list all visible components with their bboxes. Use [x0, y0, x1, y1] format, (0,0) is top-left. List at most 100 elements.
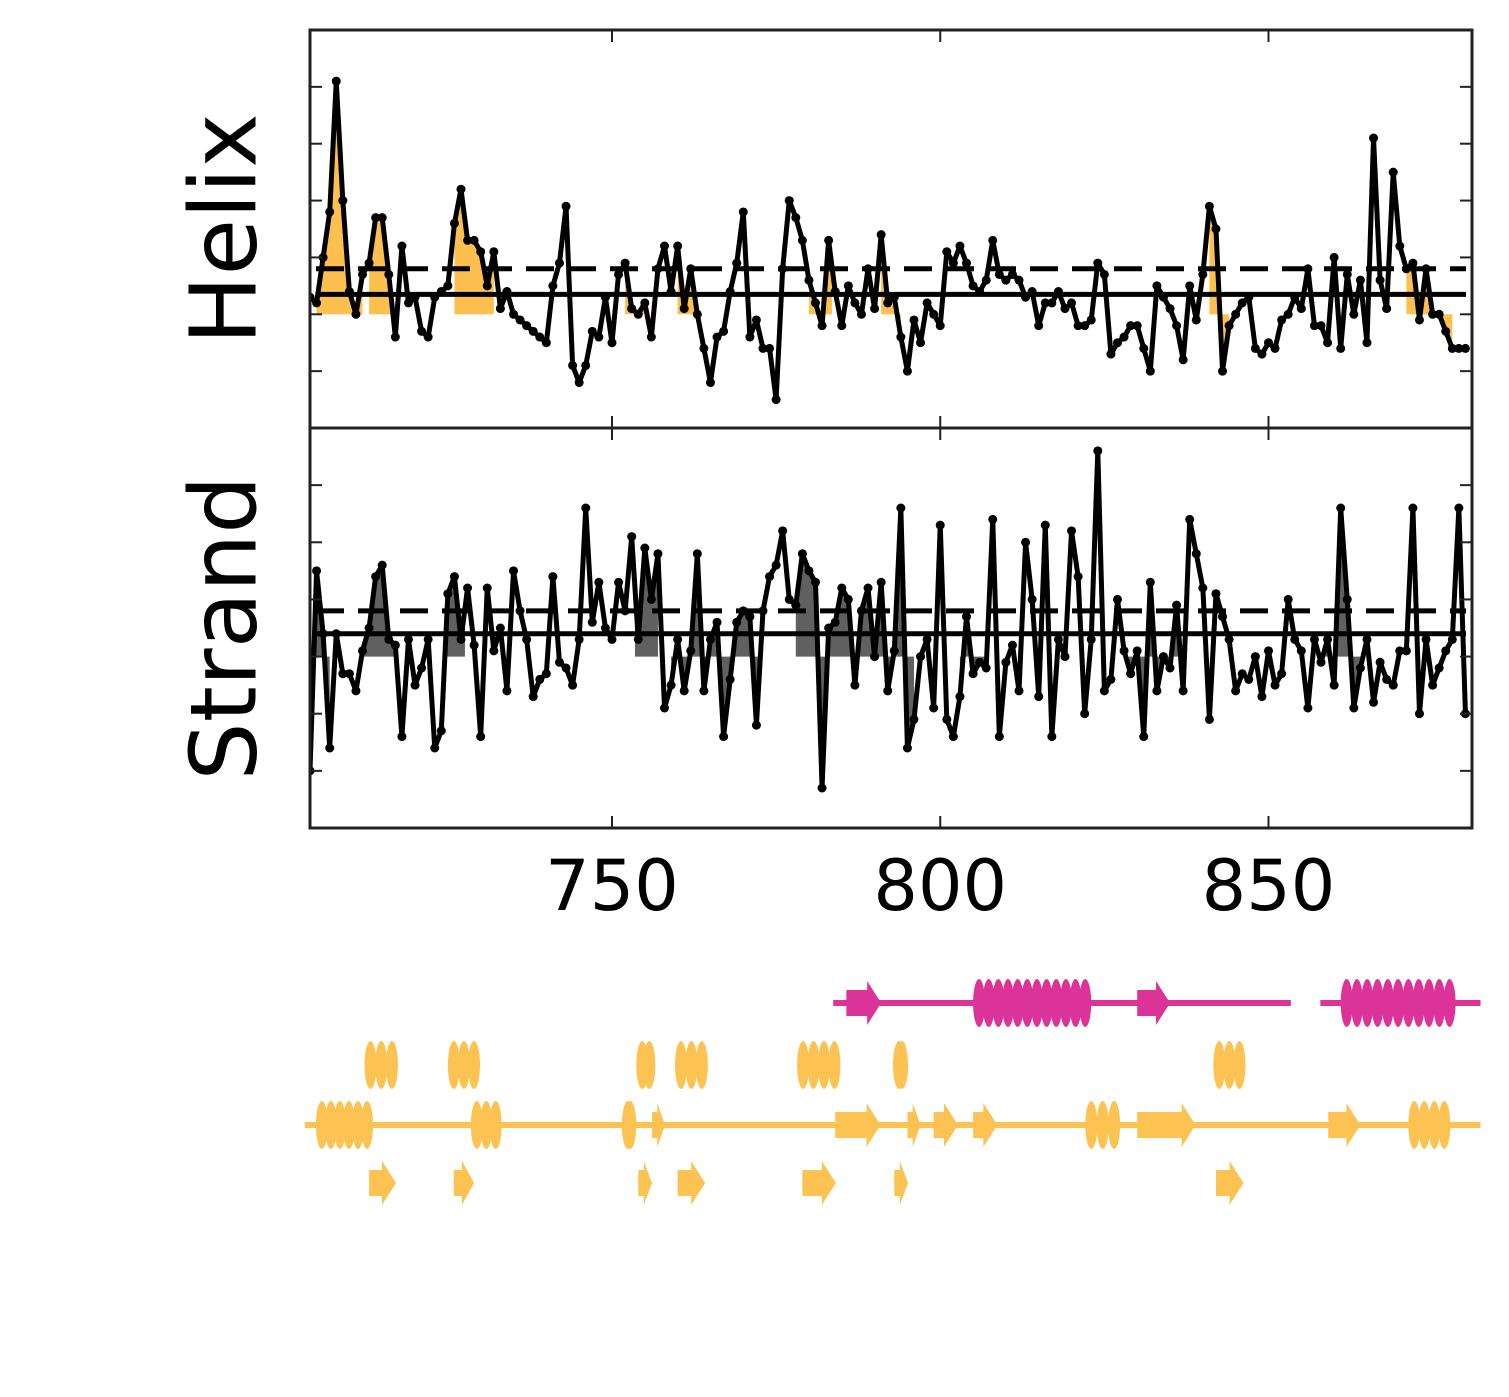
data-point [686, 646, 696, 656]
helix-turn [828, 1041, 841, 1089]
data-point [856, 309, 866, 319]
y-axis-label: Strand [170, 475, 277, 780]
data-point [738, 207, 748, 217]
data-point [417, 663, 427, 673]
data-point [876, 577, 886, 587]
data-point [955, 241, 965, 251]
data-point [1080, 709, 1090, 719]
helix-turn [1433, 979, 1446, 1027]
data-point [449, 218, 459, 228]
data-point [896, 332, 906, 342]
helix-turn [468, 1041, 481, 1089]
strand-shape [802, 1161, 836, 1205]
data-point [686, 264, 696, 274]
data-point [456, 184, 466, 194]
data-point [1132, 646, 1142, 656]
data-point [784, 594, 794, 604]
data-point [1388, 167, 1398, 177]
data-point [935, 321, 945, 331]
data-point [476, 732, 486, 742]
data-point [627, 532, 637, 542]
data-point [581, 360, 591, 370]
helix-turn [1002, 979, 1015, 1027]
strand-shape [453, 1161, 475, 1205]
data-point [410, 680, 420, 690]
data-point [824, 623, 834, 633]
data-point [1270, 680, 1280, 690]
data-point [1257, 692, 1267, 702]
axes-frame [308, 28, 1474, 430]
helix-turn [1381, 979, 1394, 1027]
data-point [1099, 686, 1109, 696]
data-point [541, 669, 551, 679]
data-point [561, 663, 571, 673]
data-point [1099, 269, 1109, 279]
data-point [784, 196, 794, 206]
data-point [1263, 646, 1273, 656]
helix-turn [1423, 979, 1436, 1027]
data-point [981, 275, 991, 285]
helix-turn [375, 1041, 388, 1089]
helix-turn [1085, 1101, 1098, 1149]
data-point [607, 634, 617, 644]
data-point [1290, 634, 1300, 644]
data-point [1362, 634, 1372, 644]
data-point [1323, 634, 1333, 644]
helix-coil [621, 1101, 637, 1149]
data-point [856, 606, 866, 616]
helix-coil [1213, 1041, 1246, 1089]
data-point [568, 360, 578, 370]
data-point [1007, 269, 1017, 279]
data-point [673, 241, 683, 251]
data-point [725, 674, 735, 684]
helix-coil [675, 1041, 708, 1089]
data-point [1093, 446, 1103, 456]
data-point [896, 503, 906, 513]
helix-turn [1021, 979, 1034, 1027]
strand-shape [1137, 981, 1171, 1025]
data-point [758, 606, 768, 616]
data-point [371, 572, 381, 582]
data-point [1191, 315, 1201, 325]
data-point [666, 287, 676, 297]
helix-turn [685, 1041, 698, 1089]
data-point [653, 549, 663, 559]
helix-coil [1340, 979, 1456, 1027]
helix-coil [636, 1041, 656, 1089]
data-point [554, 258, 564, 268]
data-point [909, 714, 919, 724]
data-point [692, 549, 702, 559]
data-point [1408, 503, 1418, 513]
data-point [725, 287, 735, 297]
data-point [935, 520, 945, 530]
data-point [699, 686, 709, 696]
data-point [968, 669, 978, 679]
data-point [1401, 264, 1411, 274]
data-point [889, 646, 899, 656]
helix-turn [807, 1041, 820, 1089]
data-point [581, 503, 591, 513]
data-point [1349, 309, 1359, 319]
data-point [509, 309, 519, 319]
data-point [1034, 321, 1044, 331]
helix-turn [1412, 979, 1425, 1027]
data-point [916, 338, 926, 348]
helix-turn [342, 1101, 355, 1149]
data-point [607, 338, 617, 348]
data-point [469, 640, 479, 650]
data-point [1126, 321, 1136, 331]
data-point [1145, 577, 1155, 587]
data-point [975, 287, 985, 297]
helix-coil [364, 1041, 398, 1089]
strand-arrow [802, 1161, 836, 1205]
data-point [751, 315, 761, 325]
data-point [535, 332, 545, 342]
data-point [449, 572, 459, 582]
data-point [456, 634, 466, 644]
data-point [351, 686, 361, 696]
helix-turn [643, 1041, 656, 1089]
data-point [377, 560, 387, 570]
data-point [1277, 315, 1287, 325]
data-point [1067, 298, 1077, 308]
data-point [614, 269, 624, 279]
